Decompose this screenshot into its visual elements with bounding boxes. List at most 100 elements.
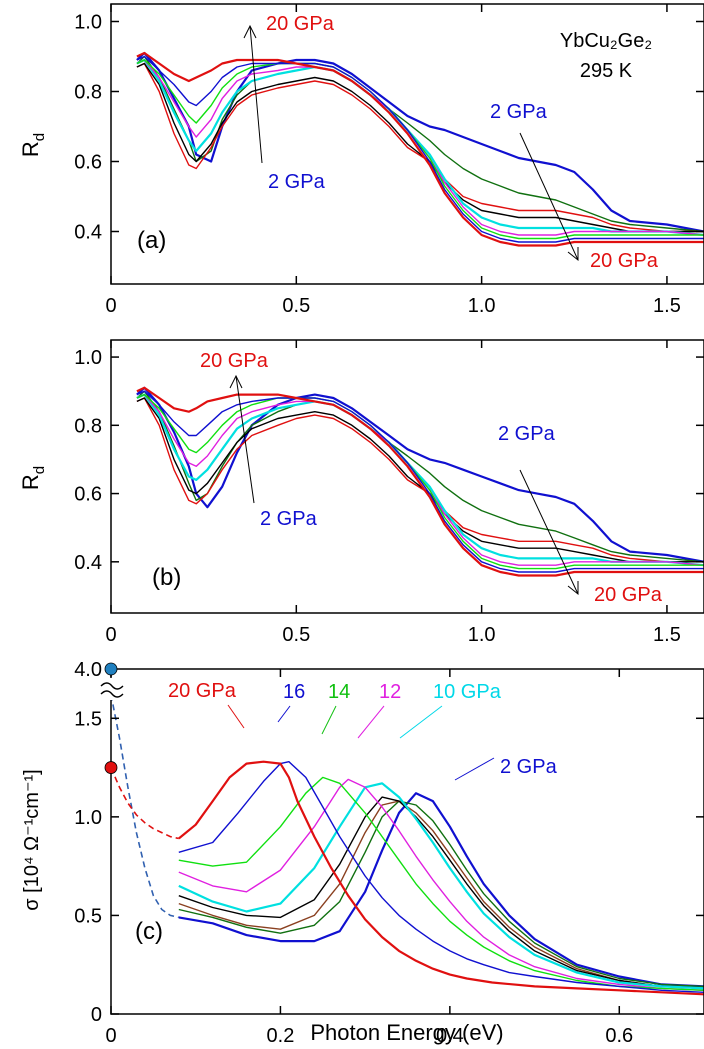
panel-c-ylabel: σ [10⁴ Ω⁻¹cm⁻¹] bbox=[21, 769, 43, 910]
panel-c-leader-16 bbox=[277, 705, 291, 723]
panel-b-ytick-label: 0.6 bbox=[74, 484, 102, 506]
panel-c-annotation-20gpa: 20 GPa bbox=[168, 680, 237, 702]
panel-c-label: (c) bbox=[135, 918, 163, 945]
panel-b-arrows bbox=[229, 374, 579, 596]
panel-b-annotation-2gpa-right: 2 GPa bbox=[498, 423, 556, 445]
panel-c-leader-10gpa bbox=[399, 705, 443, 739]
panel-c-leader-20gpa bbox=[227, 704, 245, 729]
panel-b-series-16gpa bbox=[136, 390, 704, 573]
panel-c-leader-14 bbox=[321, 705, 337, 735]
axis-break-mark-upper bbox=[100, 682, 124, 690]
panel-b: 0 0.5 1.0 1.5 0.4 0.6 0.8 1.0 Rd (b) 20 GPa 2 G… bbox=[18, 339, 704, 646]
panel-b-annotation-20gpa-right: 20 GPa bbox=[594, 584, 663, 606]
panel-c-dc-point-20gpa bbox=[104, 761, 118, 774]
panel-b-ylabel-main: R bbox=[18, 474, 43, 490]
panel-b-series-20gpa bbox=[136, 386, 704, 577]
panel-a-series-16gpa bbox=[136, 55, 704, 243]
panel-b-series-8gpa bbox=[136, 397, 704, 563]
panel-c-annotation-10gpa: 10 GPa bbox=[433, 681, 502, 703]
panel-c-series-6gpa bbox=[178, 800, 704, 990]
panel-a-series-8gpa bbox=[136, 62, 704, 233]
panel-b-series-6gpa bbox=[136, 397, 704, 563]
panel-c-extrapolation-2gpa bbox=[111, 694, 179, 919]
panel-b-ytick-label: 0.8 bbox=[74, 415, 102, 437]
panel-b-arrow-right bbox=[519, 469, 579, 595]
panel-b-series-2gpa bbox=[136, 386, 704, 563]
panel-a-annotation-20gpa-right: 20 GPa bbox=[590, 250, 659, 272]
panel-b-annotation-20gpa-top: 20 GPa bbox=[200, 350, 269, 372]
panel-b-ytick-label: 1.0 bbox=[74, 347, 102, 369]
panel-a-annotation-20gpa-top: 20 GPa bbox=[266, 13, 335, 35]
panel-a-series-2gpa bbox=[136, 51, 704, 233]
panel-c-annotation-12: 12 bbox=[379, 681, 401, 703]
panel-c-annotation-14: 14 bbox=[328, 681, 350, 703]
panel-c-extrapolation-20gpa bbox=[111, 767, 179, 840]
panel-c-series-12gpa bbox=[178, 778, 704, 991]
panel-a-frame bbox=[110, 3, 704, 285]
panel-b-series-12gpa bbox=[136, 393, 704, 566]
panel-a-ylabel-sub: d bbox=[31, 133, 48, 141]
panel-c-ytick-label: 0.5 bbox=[74, 905, 102, 927]
axis-break-mark-lower bbox=[100, 690, 124, 698]
panel-b-ylabel-sub: d bbox=[31, 466, 48, 474]
panel-a-xtick-label: 0.5 bbox=[282, 295, 310, 317]
panel-c-annotation-2gpa: 2 GPa bbox=[500, 756, 558, 778]
panel-c-xtick-label: 0.6 bbox=[605, 1025, 633, 1047]
panel-a-annotation-2gpa-right: 2 GPa bbox=[490, 101, 548, 123]
panel-b-xtick-label: 1.5 bbox=[653, 624, 681, 646]
panel-c-dc-point-2gpa bbox=[104, 662, 118, 676]
panel-a-series-20gpa bbox=[136, 51, 704, 247]
panel-c-frame bbox=[110, 668, 704, 1015]
panel-c-series-2gpa bbox=[178, 792, 704, 988]
panel-a: 0 0.5 1.0 1.5 0.4 0.6 0.8 1.0 Rd (a) YbCu₂Ge₂ 2… bbox=[18, 3, 704, 317]
axis-break-gap bbox=[100, 678, 126, 700]
panel-c-series-4gpa bbox=[178, 800, 704, 988]
panel-c-series-16gpa bbox=[178, 761, 704, 993]
temperature-label: 295 K bbox=[580, 60, 633, 82]
panel-c-annotation-16: 16 bbox=[283, 681, 305, 703]
panel-b-ticks: 0 0.5 1.0 1.5 0.4 0.6 0.8 1.0 bbox=[74, 340, 704, 646]
panel-a-arrows bbox=[243, 24, 579, 262]
panel-c-ytick-label: 1.0 bbox=[74, 807, 102, 829]
panel-c-series bbox=[111, 694, 704, 996]
panel-c-xtick-label: 0.4 bbox=[436, 1025, 464, 1047]
x-axis-label: Photon Energy (eV) bbox=[310, 1020, 503, 1045]
panel-a-arrow-left-head bbox=[243, 24, 257, 39]
panel-a-ticks: 0 0.5 1.0 1.5 0.4 0.6 0.8 1.0 bbox=[74, 4, 704, 317]
panel-c-ytick-label: 0 bbox=[91, 1004, 102, 1026]
panel-b-annotation-2gpa-bottom: 2 GPa bbox=[260, 508, 318, 530]
panel-c-ticks: 0 0.2 0.4 0.6 0 0.5 1.0 1.5 4.0 bbox=[74, 659, 704, 1047]
panel-b-series bbox=[136, 386, 704, 577]
panel-a-series-6gpa bbox=[136, 62, 704, 233]
panel-c-series-14gpa bbox=[178, 776, 704, 991]
panel-c-series-20gpa bbox=[178, 760, 704, 996]
panel-a-arrow-right-head bbox=[567, 247, 579, 262]
panel-a-xtick-label: 1.0 bbox=[468, 295, 496, 317]
panel-c-xtick-label: 0.2 bbox=[267, 1025, 295, 1047]
panel-b-ylabel: Rd bbox=[18, 466, 48, 490]
panel-b-xtick-label: 0 bbox=[105, 624, 116, 646]
panel-c-leader-12 bbox=[357, 705, 385, 739]
panel-b-frame bbox=[110, 339, 704, 614]
panel-c-break-tick-label: 4.0 bbox=[74, 659, 102, 681]
panel-c-xtick-label: 0 bbox=[105, 1025, 116, 1047]
panel-c-series-8gpa bbox=[178, 796, 704, 990]
sample-label: YbCu₂Ge₂ bbox=[560, 30, 652, 52]
panel-b-ytick-label: 0.4 bbox=[74, 552, 102, 574]
panel-a-ytick-label: 0.6 bbox=[74, 152, 102, 174]
panel-a-ytick-label: 0.4 bbox=[74, 222, 102, 244]
panel-a-arrow-left bbox=[249, 25, 263, 164]
panel-a-ytick-label: 1.0 bbox=[74, 12, 102, 34]
panel-b-arrow-right-head bbox=[567, 581, 579, 596]
panel-c-leader-2gpa bbox=[454, 757, 495, 781]
panel-c-series-10gpa bbox=[178, 782, 704, 990]
panel-a-arrow-right bbox=[519, 132, 579, 261]
panel-a-xtick-label: 1.5 bbox=[653, 295, 681, 317]
panel-c: 0 0.2 0.4 0.600.51.01.54.0 σ [10⁴ Ω⁻¹cm⁻¹] … bbox=[21, 659, 704, 1047]
panel-b-xtick-label: 0.5 bbox=[282, 624, 310, 646]
panel-b-arrow-left bbox=[235, 375, 255, 504]
panel-a-ylabel-main: R bbox=[18, 141, 43, 157]
panel-b-label: (b) bbox=[152, 564, 181, 591]
panel-a-series bbox=[136, 51, 704, 247]
